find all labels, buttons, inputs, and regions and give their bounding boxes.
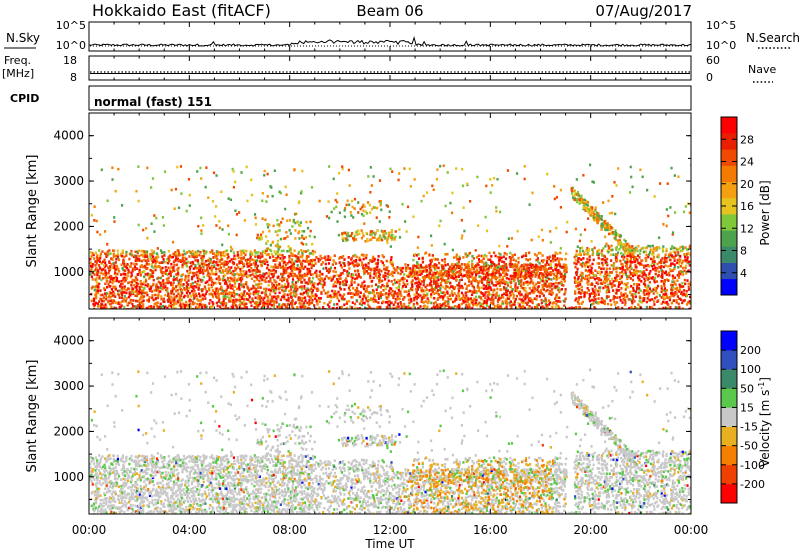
- cpid-value: normal (fast) 151: [94, 95, 212, 109]
- y-tick-label: 4000: [53, 129, 84, 143]
- x-tick-label: 16:00: [473, 523, 508, 537]
- power-ylabel: Slant Range [km]: [25, 155, 40, 268]
- colorbar-tick-label: -50: [740, 440, 758, 453]
- noise-left-tick-bottom: 10^0: [56, 39, 86, 52]
- cpid-label: CPID: [10, 92, 39, 105]
- power-colorbar-label: Power [dB]: [758, 180, 772, 245]
- nsearch-label: N.Search: [746, 31, 800, 45]
- plot-title: Hokkaido East (fitACF): [92, 1, 271, 20]
- colorbar-tick-label: 28: [740, 133, 754, 146]
- beam-label: Beam 06: [356, 2, 423, 20]
- colorbar-tick-label: -100: [740, 459, 765, 472]
- frequency-panel: Freq. [MHz] 18 8 60 0 Nave: [2, 54, 776, 84]
- colorbar-tick-label: 12: [740, 222, 754, 235]
- power-colorbar: 4 8 12 16 20 24 28: [720, 116, 754, 296]
- freq-unit: [MHz]: [2, 67, 34, 80]
- cpid-panel: CPID normal (fast) 151: [10, 85, 692, 111]
- freq-tick-top: 18: [63, 54, 77, 67]
- colorbar-tick-label: 100: [740, 363, 761, 376]
- velocity-ylabel: Slant Range [km]: [25, 360, 40, 473]
- colorbar-tick-label: -15: [740, 421, 758, 434]
- velocity-scatter: [89, 368, 691, 514]
- x-tick-label: 12:00: [373, 523, 408, 537]
- colorbar-tick-label: 24: [740, 156, 754, 169]
- date-label: 07/Aug/2017: [595, 2, 692, 20]
- velocity-y-axis: 1000 2000 3000 4000: [53, 334, 691, 500]
- colorbar-tick-label: 20: [740, 178, 754, 191]
- time-x-axis: 00:00 04:00 08:00 12:00 16:00 20:00 00:00: [72, 22, 709, 537]
- colorbar-tick-label: -200: [740, 478, 765, 491]
- nave-tick-bottom: 0: [706, 71, 713, 84]
- noise-right-tick-bottom: 10^0: [706, 39, 736, 52]
- y-tick-label: 2000: [53, 219, 84, 233]
- colorbar-tick-label: 8: [740, 245, 747, 258]
- noise-sky-series: [88, 35, 692, 47]
- colorbar-tick-label: 4: [740, 267, 747, 280]
- power-panel: 1000 2000 3000 4000 Slant Range [km]: [25, 112, 692, 310]
- colorbar-tick-label: 50: [740, 382, 754, 395]
- power-y-axis: 1000 2000 3000 4000: [53, 129, 691, 295]
- x-tick-label: 00:00: [674, 523, 709, 537]
- y-tick-label: 1000: [53, 470, 84, 484]
- x-tick-label: 20:00: [573, 523, 608, 537]
- freq-tick-bottom: 8: [70, 71, 77, 84]
- x-tick-label: 08:00: [272, 523, 307, 537]
- colorbar-tick-label: 15: [740, 401, 754, 414]
- power-scatter: [89, 163, 691, 309]
- nave-label: Nave: [748, 63, 776, 76]
- noise-left-tick-top: 10^5: [56, 19, 86, 32]
- x-tick-label: 00:00: [72, 523, 107, 537]
- noise-panel: N.Sky 10^5 10^0 10^5 10^0 N.Search: [4, 19, 800, 52]
- y-tick-label: 3000: [53, 379, 84, 393]
- nsky-label: N.Sky: [6, 31, 40, 45]
- y-tick-label: 4000: [53, 334, 84, 348]
- velocity-colorbar-label: Velocity [m s-1]: [757, 377, 772, 467]
- time-axis-label: Time UT: [364, 537, 415, 551]
- freq-label: Freq.: [4, 54, 31, 67]
- nave-tick-top: 60: [706, 54, 720, 67]
- colorbar-tick-label: 200: [740, 344, 761, 357]
- y-tick-label: 3000: [53, 174, 84, 188]
- colorbar-tick-label: 16: [740, 200, 754, 213]
- y-tick-label: 2000: [53, 424, 84, 438]
- y-tick-label: 1000: [53, 265, 84, 279]
- x-tick-label: 04:00: [172, 523, 207, 537]
- noise-right-tick-top: 10^5: [706, 19, 736, 32]
- velocity-colorbar: 200 100 50 15 -15 -50 -100 -200: [720, 330, 765, 504]
